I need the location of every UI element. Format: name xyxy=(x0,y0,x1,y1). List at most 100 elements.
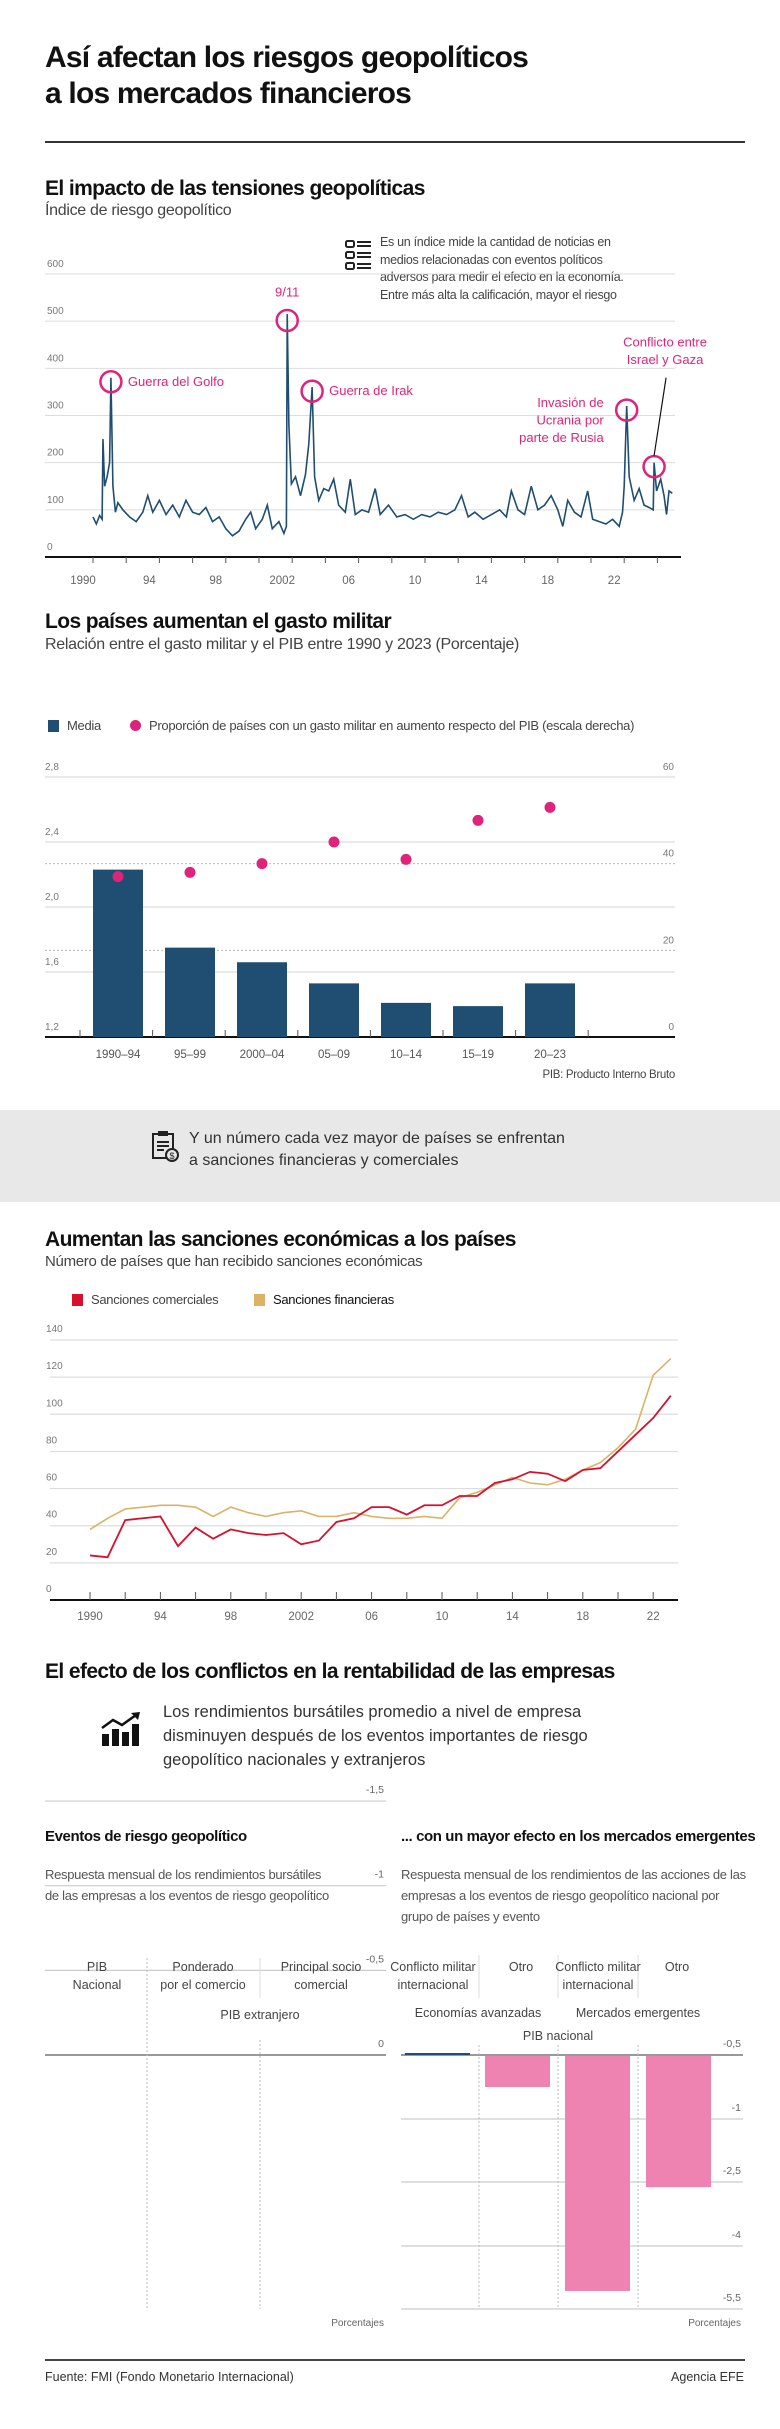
y-tick-label: -4 xyxy=(732,2229,741,2241)
x-tick-label: 22 xyxy=(608,575,621,587)
category-label: Ponderado xyxy=(172,1960,233,1974)
x-tick-label: 14 xyxy=(506,1611,519,1623)
unit-label: Porcentajes xyxy=(331,2318,384,2329)
x-tick-label: 06 xyxy=(365,1611,378,1623)
desc-line: grupo de países y evento xyxy=(401,1909,540,1924)
x-tick-label: 98 xyxy=(209,575,222,587)
x-tick-label: 94 xyxy=(143,575,156,587)
y-tick-label: 80 xyxy=(46,1435,58,1446)
bar xyxy=(565,2056,630,2291)
chart-up-icon xyxy=(100,1712,142,1746)
callout-line: Y un número cada vez mayor de países se … xyxy=(189,1130,565,1147)
dot-proportion xyxy=(256,858,268,870)
main-title-line-2: a los mercados financieros xyxy=(45,77,412,110)
index-note-line: Es un índice mide la cantidad de noticia… xyxy=(380,235,611,249)
sanctions-document-icon: $ xyxy=(150,1130,180,1162)
category-label: 10–14 xyxy=(390,1049,423,1061)
category-label: 2000–04 xyxy=(240,1049,285,1061)
y-tick-label: 600 xyxy=(47,259,64,270)
risk-index-line xyxy=(92,314,673,537)
pib-footnote: PIB: Producto Interno Bruto xyxy=(542,1069,675,1081)
bar-media xyxy=(309,983,359,1037)
dot-proportion xyxy=(400,853,412,865)
dot-proportion xyxy=(112,871,124,883)
intro-line: geopolítico nacionales y extranjeros xyxy=(163,1751,426,1769)
main-title-line-1: Así afectan los riesgos geopolíticos xyxy=(45,41,529,74)
category-label: internacional xyxy=(563,1978,634,1992)
sanctions-callout-box xyxy=(0,1110,780,1202)
header-divider xyxy=(45,141,745,143)
annotation-label: Conflicto entre xyxy=(623,335,707,350)
intro-line: Los rendimientos bursátiles promedio a n… xyxy=(163,1703,582,1721)
legend-commercial: Sanciones comerciales xyxy=(72,1292,219,1307)
category-label: por el comercio xyxy=(160,1978,245,1992)
y-tick-label: 200 xyxy=(47,448,64,459)
bar xyxy=(646,2056,711,2188)
category-label: Nacional xyxy=(73,1978,122,1992)
annotation-label: Israel y Gaza xyxy=(627,352,704,367)
legend-dot-proportion xyxy=(130,720,141,731)
x-tick-label: 94 xyxy=(154,1611,167,1623)
annotation-circle xyxy=(614,398,639,422)
svg-text:$: $ xyxy=(169,1151,174,1161)
x-tick-label: 1990 xyxy=(70,575,96,587)
x-tick-label: 10 xyxy=(409,575,422,587)
y-tick-label: 500 xyxy=(47,306,64,317)
category-label: Otro xyxy=(665,1960,689,1974)
desc-line: Respuesta mensual de los rendimientos de… xyxy=(401,1867,746,1882)
section4-intro: Los rendimientos bursátiles promedio a n… xyxy=(163,1700,588,1772)
x-tick-label: 2002 xyxy=(269,575,295,587)
legend-financial: Sanciones financieras xyxy=(254,1292,394,1307)
legend-swatch-media xyxy=(48,719,59,732)
annotation-label: Guerra del Golfo xyxy=(128,374,224,389)
category-label: Conflicto militar xyxy=(390,1960,475,1974)
legend-proportion: Proporción de países con un gasto milita… xyxy=(130,718,634,733)
x-tick-label: 22 xyxy=(647,1611,660,1623)
right-panel-desc: Respuesta mensual de los rendimientos de… xyxy=(401,1864,746,1927)
y-tick-label: 400 xyxy=(47,353,64,364)
financial-sanctions-line xyxy=(89,1357,672,1531)
category-label: PIB xyxy=(87,1960,107,1974)
x-tick-label: 14 xyxy=(475,575,488,587)
category-label: Principal socio xyxy=(281,1960,362,1974)
y-tick-label: -2,5 xyxy=(723,2165,741,2177)
bar-media xyxy=(237,962,287,1037)
y-left-tick-label: 2,8 xyxy=(45,762,59,773)
category-label: 1990–94 xyxy=(96,1049,141,1061)
desc-line: empresas a los eventos de riesgo geopolí… xyxy=(401,1888,720,1903)
callout-line: a sanciones financieras y comerciales xyxy=(189,1152,459,1169)
x-tick-label: 18 xyxy=(541,575,554,587)
legend-label-commercial: Sanciones comerciales xyxy=(91,1292,219,1307)
annotation-label: 9/11 xyxy=(275,284,299,299)
y-left-tick-label: 2,0 xyxy=(45,892,59,903)
source-text: Fuente: FMI (Fondo Monetario Internacion… xyxy=(45,2370,294,2384)
bar-media xyxy=(525,983,575,1037)
dot-proportion xyxy=(328,836,340,848)
group-label-advanced: Economías avanzadas xyxy=(415,2006,541,2020)
y-tick-label: -0,5 xyxy=(366,1953,384,1965)
desc-line: de las empresas a los eventos de riesgo … xyxy=(45,1888,329,1903)
y-tick-label: 20 xyxy=(46,1547,58,1558)
footer-divider xyxy=(45,2359,745,2361)
left-panel-desc: Respuesta mensual de los rendimientos bu… xyxy=(45,1864,329,1906)
annotation-circle xyxy=(99,370,123,394)
unit-label: Porcentajes xyxy=(688,2318,741,2329)
y-tick-label: 60 xyxy=(46,1473,58,1484)
desc-line: Respuesta mensual de los rendimientos bu… xyxy=(45,1867,322,1882)
category-label: Otro xyxy=(509,1960,533,1974)
section4-title: El efecto de los conflictos en la rentab… xyxy=(45,1660,615,1683)
section3-title: Aumentan las sanciones económicas a los … xyxy=(45,1228,516,1251)
group-label-emerging: Mercados emergentes xyxy=(576,2006,700,2020)
y-tick-label: 0 xyxy=(378,2038,384,2050)
annotation-leader-line xyxy=(653,377,667,456)
y-left-tick-label: 1,6 xyxy=(45,957,59,968)
section1-subtitle: Índice de riesgo geopolítico xyxy=(45,202,232,219)
x-tick-label: 98 xyxy=(224,1611,237,1623)
credit-text: Agencia EFE xyxy=(671,2370,744,2384)
y-tick-label: 0 xyxy=(47,542,53,553)
legend-label-media: Media xyxy=(67,718,101,733)
intro-line: disminuyen después de los eventos import… xyxy=(163,1727,588,1745)
bar-media xyxy=(165,947,215,1037)
bar-media xyxy=(453,1006,503,1037)
section1-title: El impacto de las tensiones geopolíticas xyxy=(45,177,425,200)
